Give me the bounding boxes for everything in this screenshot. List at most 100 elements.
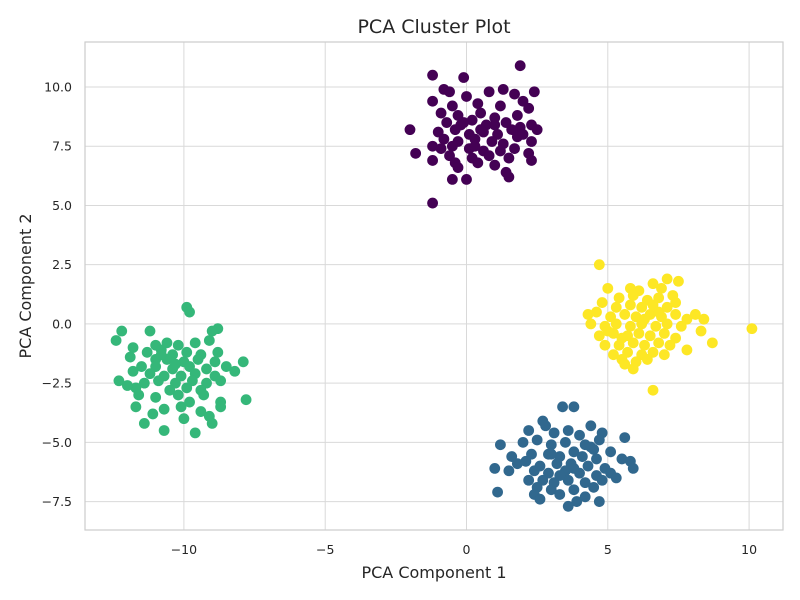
data-point xyxy=(568,401,580,413)
data-point xyxy=(475,107,487,119)
data-point xyxy=(585,441,597,453)
data-point xyxy=(229,365,241,377)
data-point xyxy=(526,155,537,166)
data-point xyxy=(647,384,659,396)
data-point xyxy=(136,361,147,372)
data-point xyxy=(189,427,201,439)
data-point xyxy=(579,477,591,489)
data-point xyxy=(452,162,464,173)
data-point xyxy=(616,453,628,465)
data-point xyxy=(153,375,164,387)
data-point xyxy=(528,86,540,98)
x-tick-label: −5 xyxy=(316,542,334,557)
x-tick-label: −10 xyxy=(171,542,197,557)
data-point xyxy=(596,297,608,308)
data-point xyxy=(673,275,684,287)
data-point xyxy=(571,496,583,507)
data-point xyxy=(195,406,207,417)
data-point xyxy=(613,292,625,304)
data-point xyxy=(585,420,597,432)
data-point xyxy=(545,448,557,460)
data-point xyxy=(616,332,628,344)
data-point xyxy=(588,481,600,493)
data-point xyxy=(150,391,162,403)
data-point xyxy=(562,474,574,486)
data-point xyxy=(633,327,645,339)
data-point xyxy=(545,484,557,496)
data-point xyxy=(641,354,653,365)
cluster-3 xyxy=(582,259,758,396)
data-point xyxy=(175,401,187,413)
cluster-2 xyxy=(110,301,252,439)
data-point xyxy=(639,339,650,351)
data-point xyxy=(514,60,526,72)
data-point xyxy=(560,436,571,448)
y-tick-label: 5.0 xyxy=(52,198,72,213)
data-point xyxy=(427,95,438,107)
data-point xyxy=(497,83,509,95)
data-point xyxy=(441,117,453,128)
data-point xyxy=(531,434,543,446)
data-point xyxy=(670,309,682,320)
data-point xyxy=(554,470,566,481)
data-point xyxy=(155,349,167,361)
data-point xyxy=(237,356,249,368)
y-tick-label: −7.5 xyxy=(42,494,72,509)
data-point xyxy=(206,417,218,429)
data-point xyxy=(608,349,619,361)
data-point xyxy=(526,136,537,147)
data-point xyxy=(158,403,170,415)
data-point xyxy=(653,337,665,349)
data-point xyxy=(610,318,622,330)
data-point xyxy=(206,325,218,337)
data-point xyxy=(427,155,438,166)
data-point xyxy=(110,335,122,346)
plot-frame xyxy=(84,41,784,531)
data-point xyxy=(554,489,566,500)
data-point xyxy=(605,446,617,458)
data-point xyxy=(627,290,639,301)
data-point xyxy=(650,320,662,332)
data-point xyxy=(158,425,170,436)
data-point xyxy=(520,455,532,467)
data-point xyxy=(181,382,193,394)
data-point xyxy=(670,297,682,308)
grid-lines xyxy=(85,42,783,530)
data-point xyxy=(466,114,478,126)
data-point xyxy=(446,140,458,152)
data-point xyxy=(435,107,447,119)
data-point xyxy=(189,337,201,349)
data-point xyxy=(579,491,591,503)
y-tick-label: 10.0 xyxy=(44,80,72,95)
data-point xyxy=(121,380,133,391)
data-point xyxy=(495,100,506,112)
data-point xyxy=(483,150,495,162)
data-point xyxy=(627,463,639,474)
data-point xyxy=(147,408,159,420)
data-point xyxy=(610,472,622,484)
data-point xyxy=(656,282,667,294)
data-point xyxy=(458,72,470,83)
data-point xyxy=(523,102,535,114)
y-tick-label: 0.0 xyxy=(52,316,72,331)
data-point xyxy=(113,375,125,387)
data-point xyxy=(647,278,659,290)
y-tick-label: 2.5 xyxy=(52,257,72,272)
cluster-0 xyxy=(404,60,543,209)
data-point xyxy=(706,337,718,349)
data-point xyxy=(528,465,540,477)
data-point xyxy=(511,110,523,121)
x-axis-title: PCA Component 1 xyxy=(361,563,506,582)
data-point xyxy=(523,474,535,486)
data-point xyxy=(619,358,631,370)
data-point xyxy=(599,339,611,351)
data-point xyxy=(427,69,438,81)
data-point xyxy=(446,100,458,112)
data-point xyxy=(212,346,224,358)
data-point xyxy=(444,86,455,98)
data-point xyxy=(495,145,506,157)
data-point xyxy=(593,330,605,342)
y-tick-label: −2.5 xyxy=(42,376,72,391)
data-point xyxy=(576,451,588,462)
